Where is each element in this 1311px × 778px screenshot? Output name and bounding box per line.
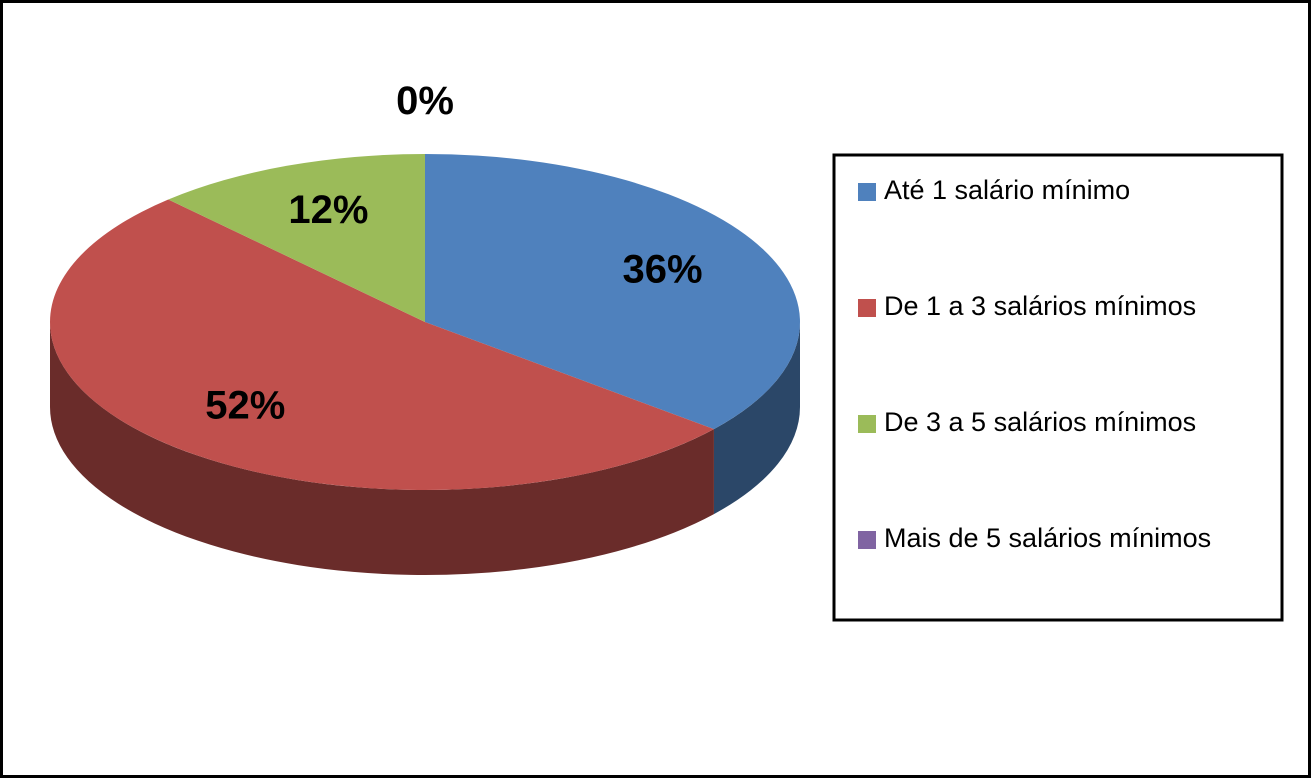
slice-side [713,322,800,515]
pie-tops [50,154,800,490]
legend-box [832,153,1284,622]
legend: Até 1 salário mínimo De 1 a 3 salários mí… [858,175,1211,553]
slice-side [50,322,714,576]
slice [425,154,800,430]
data-labels: 36% 52% 12% 0% [205,79,702,427]
legend-label: De 1 a 3 salários mínimos [884,291,1196,321]
data-label: 36% [622,247,702,291]
legend-label: De 3 a 5 salários mínimos [884,407,1196,437]
data-label: 0% [396,79,454,123]
data-label: 12% [288,188,368,232]
legend-swatch [858,183,876,201]
legend-label: Mais de 5 salários mínimos [884,523,1211,553]
pie-sides [50,322,800,576]
legend-label: Até 1 salário mínimo [884,175,1130,205]
legend-swatch [858,415,876,433]
legend-swatch [858,299,876,317]
slice [50,199,714,490]
slice [168,154,425,322]
legend-swatch [858,531,876,549]
data-label: 52% [205,383,285,427]
